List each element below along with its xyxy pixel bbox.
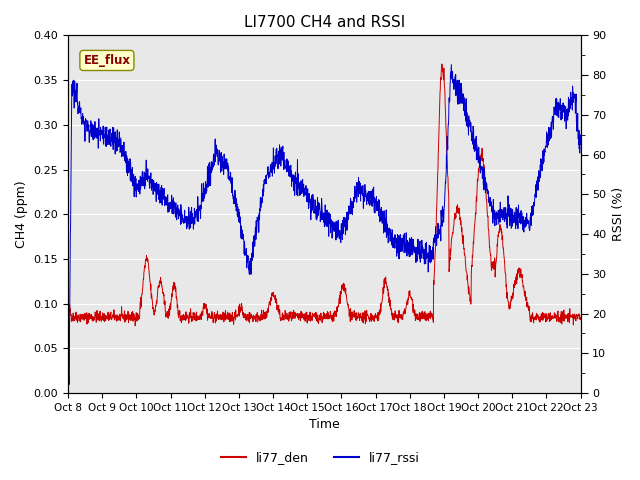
- li77_rssi: [300, 193, 308, 199]
- li77_den: [131, 323, 139, 329]
- li77_den: [314, 316, 321, 322]
- li77_rssi: [562, 115, 570, 120]
- li77_rssi: [64, 204, 72, 209]
- li77_den: [468, 264, 476, 269]
- li77_den: [562, 313, 570, 319]
- li77_den: [64, 312, 72, 318]
- li77_rssi: [91, 121, 99, 127]
- li77_rssi: [577, 142, 584, 147]
- li77_rssi: [447, 62, 455, 68]
- li77_rssi: [563, 126, 570, 132]
- li77_rssi: [65, 382, 73, 387]
- Y-axis label: RSSI (%): RSSI (%): [612, 187, 625, 241]
- X-axis label: Time: Time: [309, 419, 340, 432]
- li77_den: [577, 316, 584, 322]
- Text: EE_flux: EE_flux: [83, 54, 131, 67]
- li77_den: [563, 315, 570, 321]
- li77_rssi: [468, 137, 476, 143]
- Line: li77_rssi: li77_rssi: [68, 65, 580, 384]
- li77_rssi: [314, 194, 321, 200]
- Legend: li77_den, li77_rssi: li77_den, li77_rssi: [216, 446, 424, 469]
- Line: li77_den: li77_den: [68, 64, 580, 326]
- Y-axis label: CH4 (ppm): CH4 (ppm): [15, 180, 28, 248]
- li77_den: [300, 312, 308, 317]
- li77_den: [90, 315, 98, 321]
- Title: LI7700 CH4 and RSSI: LI7700 CH4 and RSSI: [244, 15, 405, 30]
- li77_den: [438, 61, 445, 67]
